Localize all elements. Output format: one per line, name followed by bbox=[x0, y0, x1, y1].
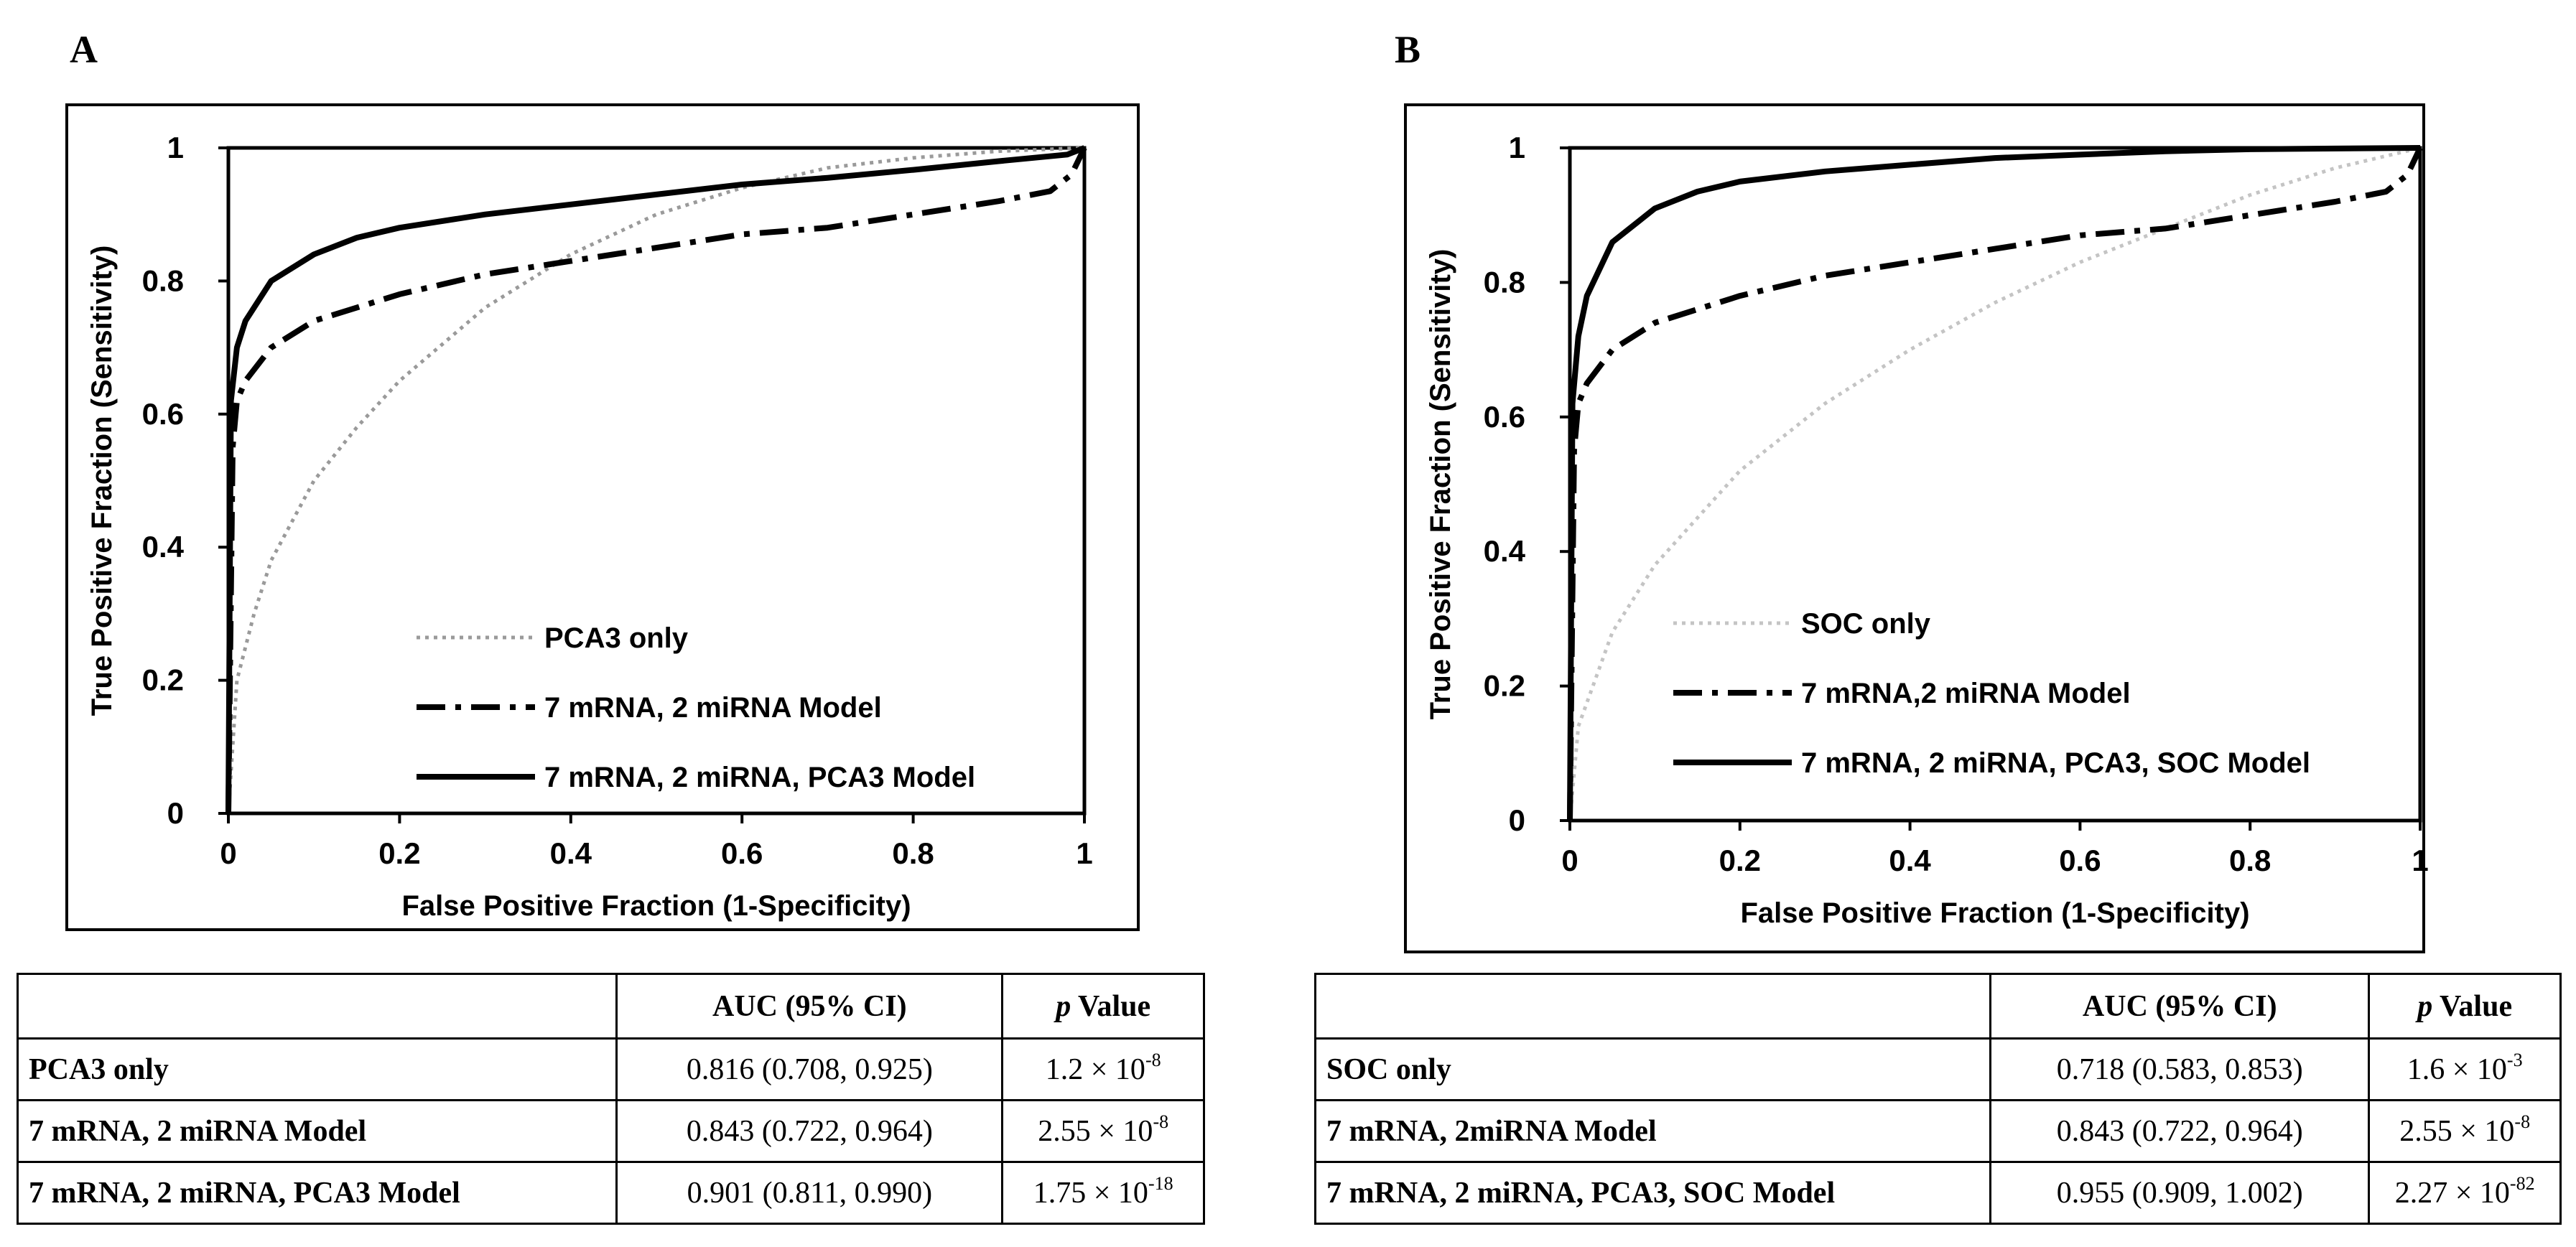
y-tick-label: 0.4 bbox=[142, 530, 185, 564]
row-p-value: 2.55 × 10-8 bbox=[1001, 1099, 1205, 1163]
header-empty-cell bbox=[1313, 973, 1992, 1040]
table-row: 7 mRNA, 2 miRNA Model 0.843 (0.722, 0.96… bbox=[16, 1099, 1205, 1163]
legend-label: 7 mRNA, 2 miRNA, PCA3 Model bbox=[544, 762, 975, 793]
row-auc: 0.718 (0.583, 0.853) bbox=[1989, 1037, 2371, 1101]
x-tick-label: 1 bbox=[1076, 836, 1092, 870]
x-tick-label: 0.4 bbox=[550, 836, 592, 870]
header-empty-cell bbox=[16, 973, 618, 1040]
row-auc: 0.955 (0.909, 1.002) bbox=[1989, 1161, 2371, 1225]
chart-frame bbox=[65, 103, 1140, 931]
table-row: 7 mRNA, 2 miRNA, PCA3, SOC Model 0.955 (… bbox=[1313, 1161, 2562, 1225]
row-p-value: 1.2 × 10-8 bbox=[1001, 1037, 1205, 1101]
row-name: SOC only bbox=[1313, 1037, 1992, 1101]
row-p-value: 2.55 × 10-8 bbox=[2368, 1099, 2562, 1163]
y-tick-label: 0.6 bbox=[142, 397, 184, 431]
table-header-row: AUC (95% CI) p Value bbox=[1313, 973, 2562, 1040]
header-p-value: p Value bbox=[1001, 973, 1205, 1040]
y-tick-label: 0.8 bbox=[142, 263, 184, 297]
row-name: 7 mRNA, 2 miRNA, PCA3, SOC Model bbox=[1313, 1161, 1992, 1225]
y-tick-label: 0.2 bbox=[142, 663, 184, 697]
row-auc: 0.816 (0.708, 0.925) bbox=[615, 1037, 1004, 1101]
table-row: SOC only 0.718 (0.583, 0.853) 1.6 × 10-3 bbox=[1313, 1037, 2562, 1101]
row-auc: 0.843 (0.722, 0.964) bbox=[615, 1099, 1004, 1163]
legend-label: 7 mRNA, 2 miRNA Model bbox=[544, 692, 882, 724]
row-name: 7 mRNA, 2 miRNA Model bbox=[16, 1099, 618, 1163]
chart-a-group: 0 0.2 0.4 0.6 0.8 1 0 0.2 0.4 0.6 0.8 1 False Positi… bbox=[65, 103, 1140, 931]
row-name: 7 mRNA, 2miRNA Model bbox=[1313, 1099, 1992, 1163]
table-row: PCA3 only 0.816 (0.708, 0.925) 1.2 × 10-… bbox=[16, 1037, 1205, 1101]
row-p-value: 1.6 × 10-3 bbox=[2368, 1037, 2562, 1101]
row-name: PCA3 only bbox=[16, 1037, 618, 1101]
y-tick-label: 1 bbox=[167, 131, 184, 164]
table-row: 7 mRNA, 2miRNA Model 0.843 (0.722, 0.964… bbox=[1313, 1099, 2562, 1163]
x-tick-label: 0.2 bbox=[378, 836, 420, 870]
row-p-value: 1.75 × 10-18 bbox=[1001, 1161, 1205, 1225]
header-p-value: p Value bbox=[2368, 973, 2562, 1040]
row-auc: 0.901 (0.811, 0.990) bbox=[615, 1161, 1004, 1225]
table-row: 7 mRNA, 2 miRNA, PCA3 Model 0.901 (0.811… bbox=[16, 1161, 1205, 1225]
header-auc: AUC (95% CI) bbox=[1989, 973, 2371, 1040]
table-a: AUC (95% CI) p Value PCA3 only 0.816 (0.… bbox=[16, 973, 1205, 1225]
y-tick-label: 0 bbox=[167, 796, 184, 830]
table-header-row: AUC (95% CI) p Value bbox=[16, 973, 1205, 1040]
table-b: AUC (95% CI) p Value SOC only 0.718 (0.5… bbox=[1313, 973, 2562, 1225]
x-tick-label: 0 bbox=[220, 836, 236, 870]
row-p-value: 2.27 × 10-82 bbox=[2368, 1161, 2562, 1225]
x-tick-label: 0.8 bbox=[892, 836, 934, 870]
panel-b-label: B bbox=[1395, 28, 1421, 71]
row-name: 7 mRNA, 2 miRNA, PCA3 Model bbox=[16, 1161, 618, 1225]
x-axis-label: False Positive Fraction (1-Specificity) bbox=[401, 890, 911, 922]
y-axis-label: True Positive Fraction (Sensitivity) bbox=[86, 246, 118, 716]
panel-a-label: A bbox=[70, 28, 98, 71]
legend-label: PCA3 only bbox=[544, 622, 689, 654]
header-auc: AUC (95% CI) bbox=[615, 973, 1004, 1040]
x-tick-label: 0.6 bbox=[721, 836, 763, 870]
row-auc: 0.843 (0.722, 0.964) bbox=[1989, 1099, 2371, 1163]
series-line-solid bbox=[225, 145, 1086, 814]
series-line-dashdot bbox=[225, 146, 1087, 814]
